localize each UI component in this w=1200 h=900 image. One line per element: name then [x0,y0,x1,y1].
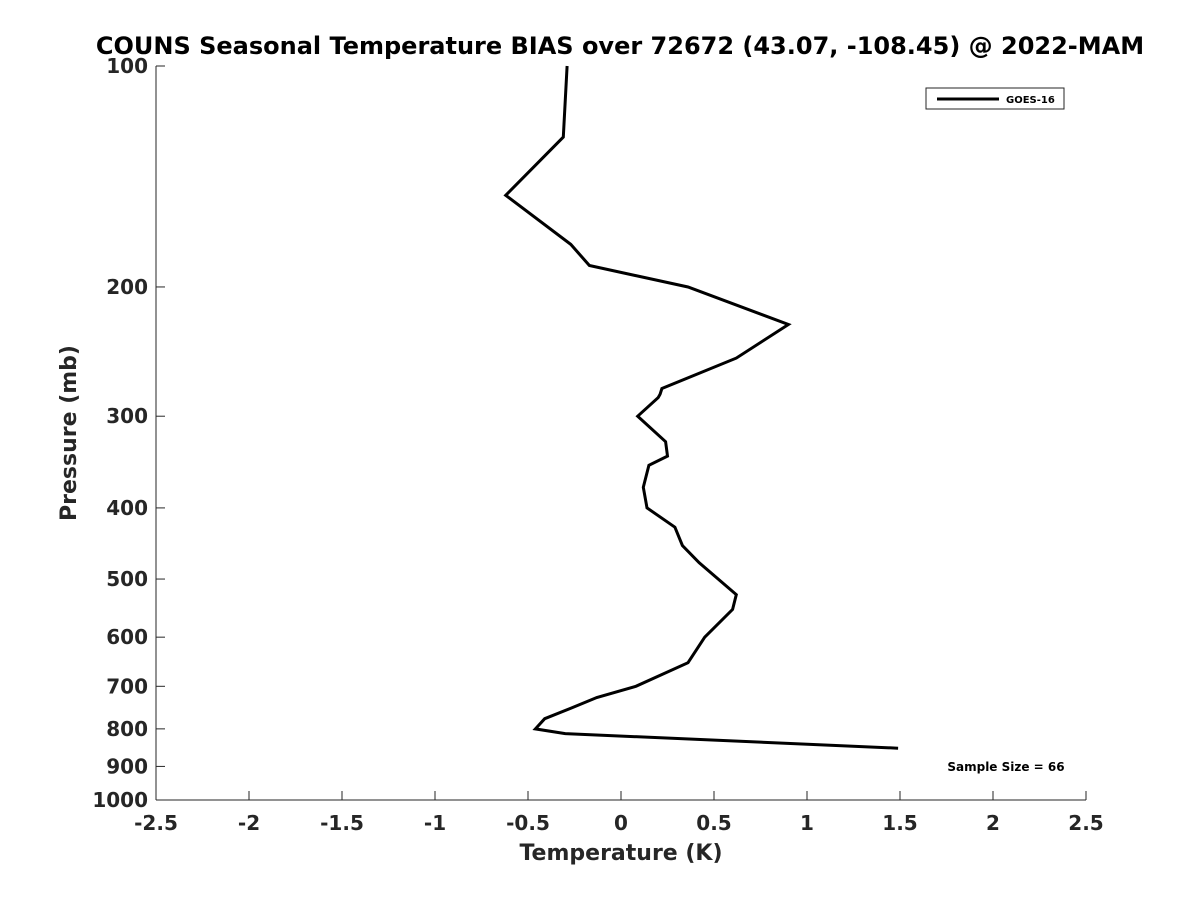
plot-area: -2.5 -2 -1.5 -1 -0.5 0 0.5 1 1.5 2 2.5 100 200 300 40… [92,54,1103,835]
y-tick-label: 300 [106,404,148,428]
y-tick-label: 100 [106,54,148,78]
x-tick-label: -1.5 [320,811,364,835]
x-tick-label: -0.5 [506,811,550,835]
y-tick-label: 800 [106,717,148,741]
y-tick-label: 700 [106,674,148,698]
chart-title: COUNS Seasonal Temperature BIAS over 726… [96,32,1144,60]
legend-label-goes-16: GOES-16 [1006,95,1055,106]
x-tick-label: 2.5 [1068,811,1103,835]
series-line-goes-16 [503,65,899,750]
x-tick-label: 1 [800,811,814,835]
y-tick-label: 900 [106,754,148,778]
y-ticks: 100 200 300 400 500 600 700 800 900 1000 [92,54,165,812]
x-ticks: -2.5 -2 -1.5 -1 -0.5 0 0.5 1 1.5 2 2.5 [134,791,1104,835]
y-tick-label: 500 [106,567,148,591]
x-tick-label: 1.5 [882,811,917,835]
y-tick-label: 400 [106,496,148,520]
y-tick-label: 1000 [92,788,148,812]
x-tick-label: 0.5 [696,811,731,835]
y-tick-label: 600 [106,625,148,649]
x-tick-label: -2 [238,811,260,835]
x-tick-label: 2 [986,811,1000,835]
y-tick-label: 200 [106,275,148,299]
series-layer [503,65,899,750]
legend: GOES-16 [925,87,1065,110]
sample-size-annotation: Sample Size = 66 [947,760,1064,774]
y-axis-label: Pressure (mb) [57,345,82,521]
x-tick-label: -2.5 [134,811,178,835]
x-axis-label: Temperature (K) [519,841,722,866]
x-tick-label: -1 [424,811,446,835]
x-tick-label: 0 [614,811,628,835]
